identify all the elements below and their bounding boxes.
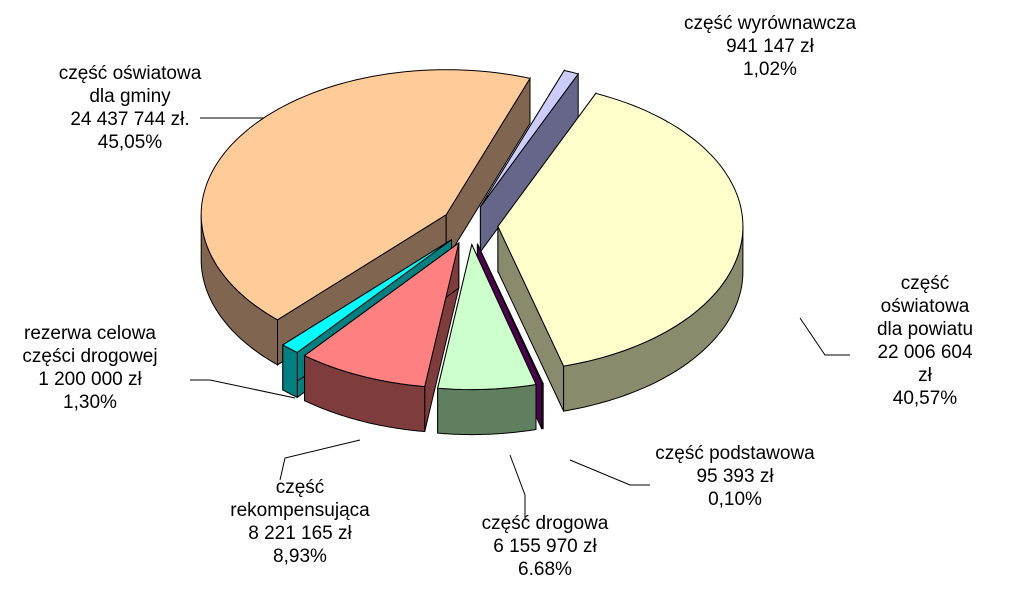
slice [437, 243, 537, 391]
amount-label: 22 006 604 zł [877, 342, 973, 386]
category-label: część oświatowa dla gminy [58, 63, 202, 107]
slice-label: część oświatowa dla powiatu 22 006 604 zł… [872, 272, 978, 410]
slice-side [541, 383, 544, 430]
value-label: 1,02% [743, 59, 797, 80]
slice [200, 69, 531, 321]
leader-line [279, 439, 361, 481]
amount-label: 8 221 165 zł [248, 523, 352, 544]
slice-label: część oświatowa dla gminy 24 437 744 zł. 4… [59, 62, 202, 154]
category-label: część oświatowa dla powiatu [876, 273, 974, 340]
category-label: część podstawowa [655, 443, 815, 464]
slice-label: rezerwa celowa części drogowej 1 200 000 … [22, 322, 157, 414]
amount-label: 24 437 744 zł. [70, 109, 190, 130]
value-label: 1,30% [63, 392, 117, 413]
amount-label: 1 200 000 zł [38, 369, 142, 390]
value-label: 45,05% [97, 132, 163, 153]
category-label: część wyrównawcza [683, 13, 857, 34]
amount-label: 6 155 970 zł [493, 536, 597, 557]
value-label: 6.68% [518, 559, 572, 580]
slice [479, 69, 580, 208]
value-label: 40,57% [892, 388, 958, 409]
slice-label: część wyrównawcza 941 147 zł 1,02% [684, 12, 856, 81]
category-label: rezerwa celowa części drogowej [22, 323, 158, 367]
leader-line [799, 317, 850, 356]
slice [497, 92, 744, 367]
category-label: część drogowa [481, 513, 609, 534]
slice-side [437, 383, 537, 436]
slice [303, 241, 460, 388]
leader-line [190, 379, 296, 399]
slice [476, 243, 544, 385]
amount-label: 941 147 zł [726, 36, 814, 57]
slice [281, 239, 452, 353]
slice-side [282, 343, 298, 399]
category-label: część rekompensująca [230, 477, 370, 521]
leader-line [569, 459, 650, 486]
leader-line [509, 454, 526, 520]
value-label: 0,10% [708, 489, 762, 510]
slice-label: część podstawowa 95 393 zł 0,10% [655, 442, 814, 511]
slice-label: część rekompensująca 8 221 165 zł 8,93% [230, 476, 369, 568]
amount-label: 95 393 zł [696, 466, 774, 487]
slice-label: część drogowa 6 155 970 zł 6.68% [482, 512, 609, 581]
value-label: 8,93% [273, 546, 327, 567]
